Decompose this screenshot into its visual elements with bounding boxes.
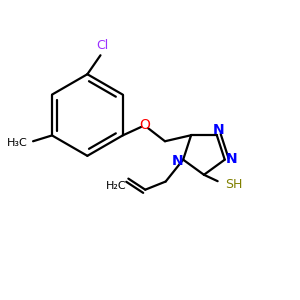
Text: SH: SH: [225, 178, 243, 191]
Text: N: N: [225, 152, 237, 166]
Text: H₃C: H₃C: [7, 138, 27, 148]
Text: N: N: [212, 123, 224, 137]
Text: N: N: [172, 154, 184, 168]
Text: O: O: [139, 118, 150, 132]
Text: H₂C: H₂C: [106, 181, 127, 191]
Text: Cl: Cl: [96, 39, 108, 52]
